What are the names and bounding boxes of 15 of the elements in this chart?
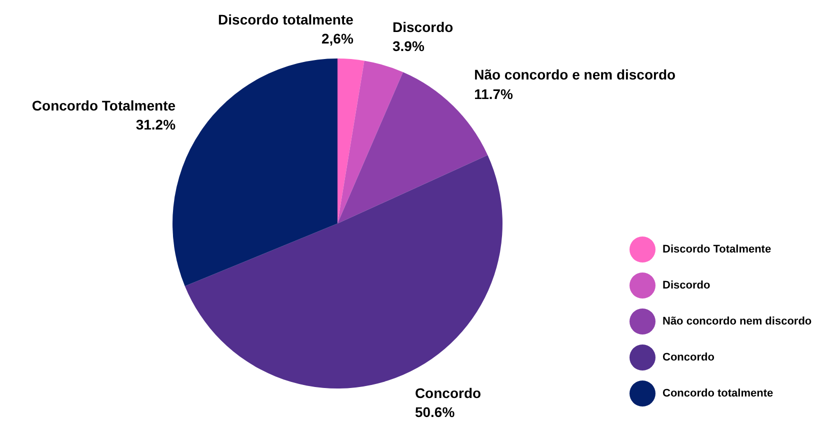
data-label: 3.9% <box>392 38 425 54</box>
legend-label: Discordo Totalmente <box>662 244 772 256</box>
text: Não concordo e nem discordo <box>474 66 676 83</box>
data-label: 2,6% <box>322 30 354 47</box>
text: Discordo <box>392 18 454 35</box>
legend-label: Não concordo nem discordo <box>662 316 812 328</box>
legend-label: Concordo <box>662 352 715 364</box>
data-label: 11.7% <box>474 86 514 102</box>
text: Discordo totalmente <box>218 12 354 28</box>
text: Concordo Totalmente <box>32 97 176 114</box>
legend-label: Concordo totalmente <box>662 388 774 400</box>
legend-label: Discordo <box>662 280 710 292</box>
data-label: 31.2% <box>136 116 176 133</box>
text: Concordo <box>414 384 482 401</box>
data-label: 50.6% <box>414 404 456 420</box>
